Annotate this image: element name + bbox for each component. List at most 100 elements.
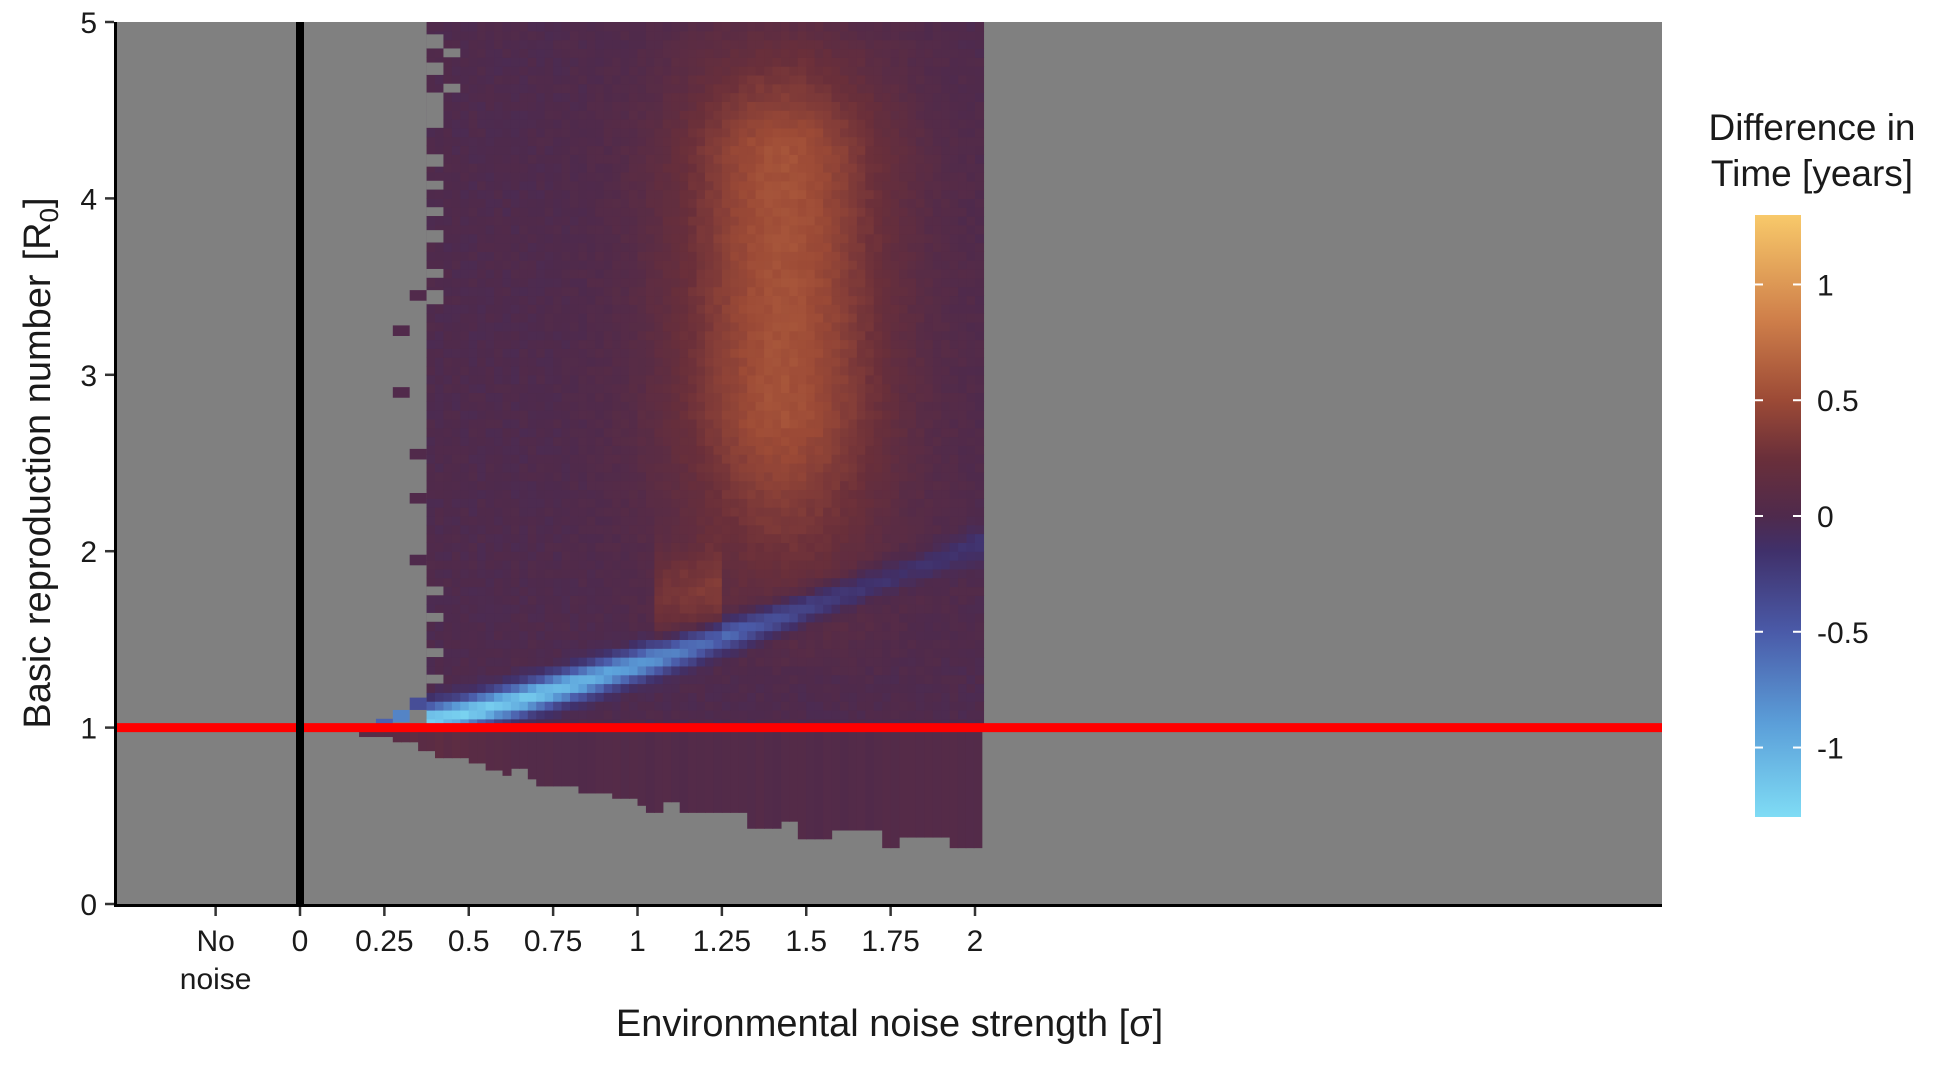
heatmap-cell xyxy=(764,577,774,588)
heatmap-cell xyxy=(797,471,807,482)
heatmap-cell xyxy=(780,383,790,394)
heatmap-cell xyxy=(494,154,504,164)
heatmap-cell xyxy=(485,577,495,588)
heatmap-cell xyxy=(629,207,639,217)
heatmap-cell xyxy=(662,22,672,32)
heatmap-cell xyxy=(451,551,461,561)
heatmap-cell xyxy=(949,507,959,517)
heatmap-cell xyxy=(713,357,723,367)
heatmap-cell xyxy=(536,339,546,349)
heatmap-cell xyxy=(932,30,942,41)
heatmap-cell xyxy=(494,136,504,147)
heatmap-cell xyxy=(848,101,858,111)
heatmap-cell xyxy=(840,568,850,579)
heatmap-cell xyxy=(705,207,715,217)
heatmap-cell xyxy=(637,692,647,702)
heatmap-cell xyxy=(924,207,934,217)
heatmap-cell xyxy=(797,251,807,261)
heatmap-cell xyxy=(679,198,689,208)
heatmap-cell xyxy=(553,639,563,649)
heatmap-cell xyxy=(848,612,858,623)
heatmap-cell xyxy=(789,445,799,455)
heatmap-cell xyxy=(688,595,698,605)
heatmap-cell xyxy=(696,471,706,482)
heatmap-cell xyxy=(823,515,833,526)
heatmap-cell xyxy=(494,74,504,85)
heatmap-cell xyxy=(865,392,875,402)
heatmap-cell xyxy=(544,383,554,394)
heatmap-cell xyxy=(553,436,563,446)
heatmap-cell xyxy=(899,66,909,76)
heatmap-cell xyxy=(848,489,858,499)
heatmap-cell xyxy=(570,498,580,508)
heatmap-cell xyxy=(485,436,495,446)
heatmap-cell xyxy=(561,463,571,473)
heatmap-cell xyxy=(856,277,866,288)
heatmap-cell xyxy=(620,489,630,499)
heatmap-cell xyxy=(924,612,934,623)
heatmap-cell xyxy=(772,612,782,623)
heatmap-cell xyxy=(721,612,731,623)
heatmap-cell xyxy=(544,374,554,385)
heatmap-cell xyxy=(747,612,757,623)
heatmap-cell xyxy=(561,198,571,208)
heatmap-cell xyxy=(797,136,807,147)
heatmap-cell xyxy=(848,410,858,420)
heatmap-cell xyxy=(797,665,807,676)
heatmap-cell xyxy=(426,436,436,446)
heatmap-cell xyxy=(797,119,807,129)
heatmap-cell xyxy=(443,127,453,138)
heatmap-cell xyxy=(747,313,757,323)
heatmap-cell xyxy=(485,515,495,526)
heatmap-cell xyxy=(662,410,672,420)
heatmap-cell xyxy=(629,595,639,605)
heatmap-cell xyxy=(679,612,689,623)
heatmap-cell xyxy=(460,577,470,588)
heatmap-cell xyxy=(443,427,453,438)
heatmap-cell xyxy=(814,198,824,208)
heatmap-cell xyxy=(603,101,613,111)
heatmap-cell xyxy=(882,621,892,632)
heatmap-cell xyxy=(595,251,605,261)
heatmap-cell xyxy=(586,119,596,129)
heatmap-cell xyxy=(494,286,504,297)
heatmap-cell xyxy=(629,560,639,570)
heatmap-cell xyxy=(696,577,706,588)
heatmap-cell xyxy=(536,683,546,693)
heatmap-cell xyxy=(477,551,487,561)
heatmap-cell xyxy=(536,207,546,217)
heatmap-cell xyxy=(494,180,504,191)
heatmap-cell xyxy=(764,401,774,411)
heatmap-cell xyxy=(890,83,900,94)
heatmap-cell xyxy=(620,304,630,314)
heatmap-cell xyxy=(578,533,588,543)
heatmap-cell xyxy=(814,436,824,446)
heatmap-cell xyxy=(840,560,850,570)
heatmap-cell xyxy=(705,110,715,120)
heatmap-cell xyxy=(705,260,715,270)
heatmap-cell xyxy=(654,171,664,182)
heatmap-cell xyxy=(873,242,883,252)
heatmap-cell xyxy=(570,401,580,411)
heatmap-cell xyxy=(755,313,765,323)
heatmap-cell xyxy=(705,357,715,367)
heatmap-cell xyxy=(941,445,951,455)
heatmap-cell xyxy=(755,119,765,129)
heatmap-cell xyxy=(899,57,909,67)
heatmap-cell xyxy=(527,189,537,199)
heatmap-cell xyxy=(907,489,917,499)
heatmap-cell xyxy=(738,533,748,543)
heatmap-cell xyxy=(932,92,942,102)
heatmap-cell xyxy=(494,418,504,429)
heatmap-cell xyxy=(873,136,883,147)
heatmap-cell xyxy=(595,551,605,561)
heatmap-cell xyxy=(477,568,487,579)
heatmap-cell xyxy=(595,48,605,58)
heatmap-cell xyxy=(654,180,664,191)
heatmap-cell xyxy=(721,216,731,226)
heatmap-cell xyxy=(510,515,520,526)
heatmap-cell xyxy=(797,233,807,244)
heatmap-cell xyxy=(865,83,875,94)
heatmap-cell xyxy=(873,410,883,420)
heatmap-cell xyxy=(494,410,504,420)
